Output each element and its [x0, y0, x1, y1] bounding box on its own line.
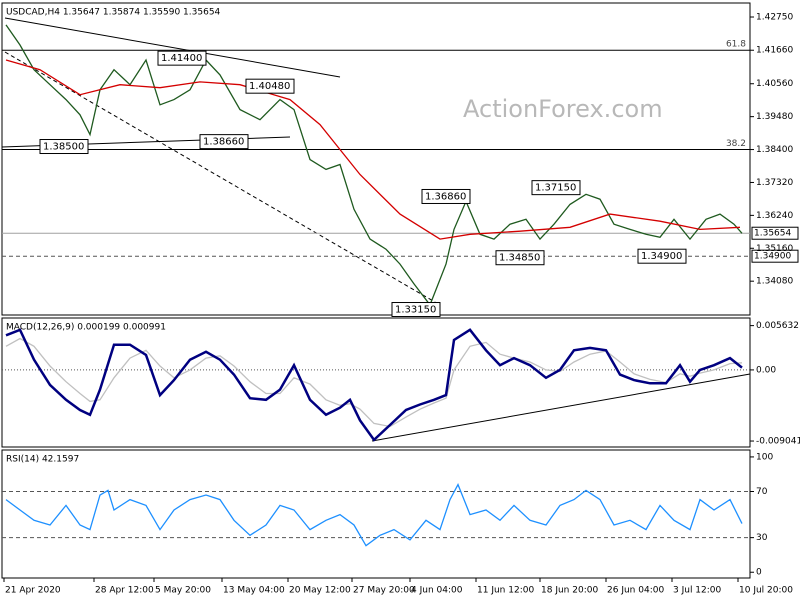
- x-tick-label: 5 May 20:00: [155, 586, 211, 596]
- x-tick-label: 10 Jul 20:00: [739, 586, 793, 596]
- price-annotation-box: [495, 250, 545, 266]
- price-annotation-box: [391, 302, 441, 318]
- price-annotation-box: [39, 139, 89, 155]
- price-annotation-box: [637, 248, 687, 264]
- trend-line: [4, 17, 341, 78]
- y-tick-label: 0.00: [756, 365, 776, 375]
- level-label-box: [751, 226, 799, 240]
- price-annotation: 1.36860: [425, 191, 466, 202]
- price-annotation-box: [157, 50, 207, 66]
- price-annotation: 1.38500: [43, 142, 84, 153]
- y-tick-label: -0.009041: [756, 437, 800, 447]
- y-tick-label: 1.36240: [756, 211, 793, 221]
- level-label-box: [751, 249, 799, 263]
- price-annotation: 1.37150: [535, 183, 576, 194]
- x-tick-label: 20 May 12:00: [289, 586, 351, 596]
- x-tick-label: 11 Jun 12:00: [477, 586, 534, 596]
- price-panel: [1, 2, 751, 316]
- x-tick-label: 26 Jun 04:00: [607, 586, 664, 596]
- y-tick-label: 1.34080: [756, 277, 793, 287]
- price-annotation-box: [199, 134, 249, 150]
- price-annotation: 1.33150: [395, 305, 436, 316]
- rsi-panel: [1, 449, 751, 579]
- y-tick-label: 1.39480: [756, 112, 793, 122]
- macd-panel: [1, 317, 751, 448]
- x-tick-label: 3 Jul 12:00: [673, 586, 722, 596]
- series-line: [5, 328, 743, 442]
- x-tick-label: 21 Apr 2020: [5, 586, 61, 596]
- series-line: [5, 24, 743, 307]
- level-label: 1.34900: [754, 252, 791, 262]
- panel-title: RSI(14) 42.1597: [6, 455, 79, 465]
- level-label: 38.2: [726, 139, 746, 149]
- y-tick-label: 1.40560: [756, 79, 793, 89]
- y-tick-label: 100: [756, 452, 773, 462]
- x-tick-label: 13 May 04:00: [223, 586, 285, 596]
- series-line: [5, 337, 743, 428]
- y-tick-label: 70: [756, 487, 768, 497]
- series-line: [5, 483, 743, 547]
- price-annotation-box: [245, 78, 295, 94]
- x-tick-label: 28 Apr 12:00: [95, 586, 154, 596]
- panel-title: USDCAD,H4 1.35647 1.35874 1.35590 1.3565…: [6, 8, 221, 18]
- price-annotation: 1.40480: [249, 81, 290, 92]
- y-tick-label: 1.42750: [756, 13, 793, 23]
- watermark: ActionForex.com: [463, 95, 663, 123]
- level-label: 61.8: [726, 40, 746, 50]
- y-tick-label: 1.41660: [756, 46, 793, 56]
- panel-title: MACD(12,26,9) 0.000199 0.000991: [6, 323, 166, 333]
- trend-line: [371, 373, 751, 442]
- x-tick-label: 4 Jun 04:00: [411, 586, 463, 596]
- level-label: 1.35654: [754, 229, 791, 239]
- series-line: [5, 59, 741, 240]
- price-annotation-box: [421, 188, 471, 204]
- y-tick-label: 1.37320: [756, 178, 793, 188]
- y-tick-label: 1.38400: [756, 145, 793, 155]
- price-annotation: 1.34850: [499, 253, 540, 264]
- x-tick-label: 27 May 20:00: [353, 586, 415, 596]
- y-tick-label: 0.005632: [756, 321, 799, 331]
- y-tick-label: 30: [756, 533, 768, 543]
- x-tick-label: 18 Jun 20:00: [541, 586, 598, 596]
- price-annotation-box: [531, 180, 581, 196]
- y-tick-label: 1.35160: [756, 244, 793, 254]
- y-tick-label: 0: [756, 568, 762, 578]
- price-annotation: 1.41400: [161, 53, 202, 64]
- price-annotation: 1.34900: [641, 251, 682, 262]
- price-annotation: 1.38660: [203, 137, 244, 148]
